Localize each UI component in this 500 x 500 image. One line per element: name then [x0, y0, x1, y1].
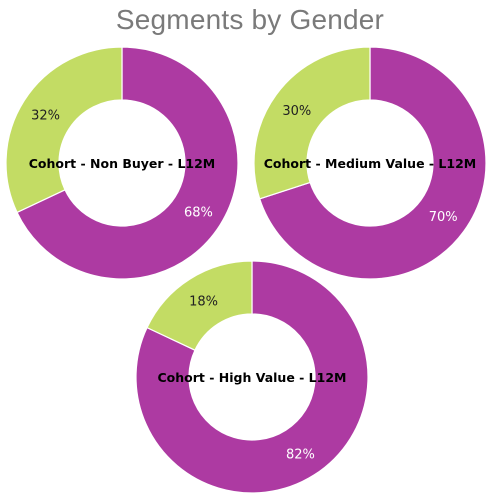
donut-center-title: Cohort - Non Buyer - L12M	[29, 156, 216, 171]
donut-slice[interactable]	[5, 46, 123, 214]
donut-slice[interactable]	[135, 260, 369, 494]
slice-percent-label: 68%	[184, 205, 213, 220]
slice-percent-label: 82%	[286, 447, 315, 462]
donut-slice[interactable]	[253, 46, 371, 200]
donut-slice[interactable]	[16, 46, 239, 280]
donut-chart-1: 68% 32% Cohort - Non Buyer - L12M	[5, 46, 239, 280]
donut-slice[interactable]	[258, 46, 487, 280]
donut-center-title: Cohort - High Value - L12M	[157, 370, 346, 385]
donut-center-title: Cohort - Medium Value - L12M	[264, 156, 476, 171]
donut-slice[interactable]	[146, 260, 253, 351]
slice-percent-label: 70%	[429, 210, 458, 225]
slice-percent-label: 30%	[282, 104, 311, 119]
slice-percent-label: 32%	[31, 109, 60, 124]
donut-chart-3: 82% 18% Cohort - High Value - L12M	[135, 260, 369, 494]
donut-chart-2: 70% 30% Cohort - Medium Value - L12M	[253, 46, 487, 280]
chart-title: Segments by Gender	[115, 4, 385, 35]
slice-percent-label: 18%	[189, 295, 218, 310]
